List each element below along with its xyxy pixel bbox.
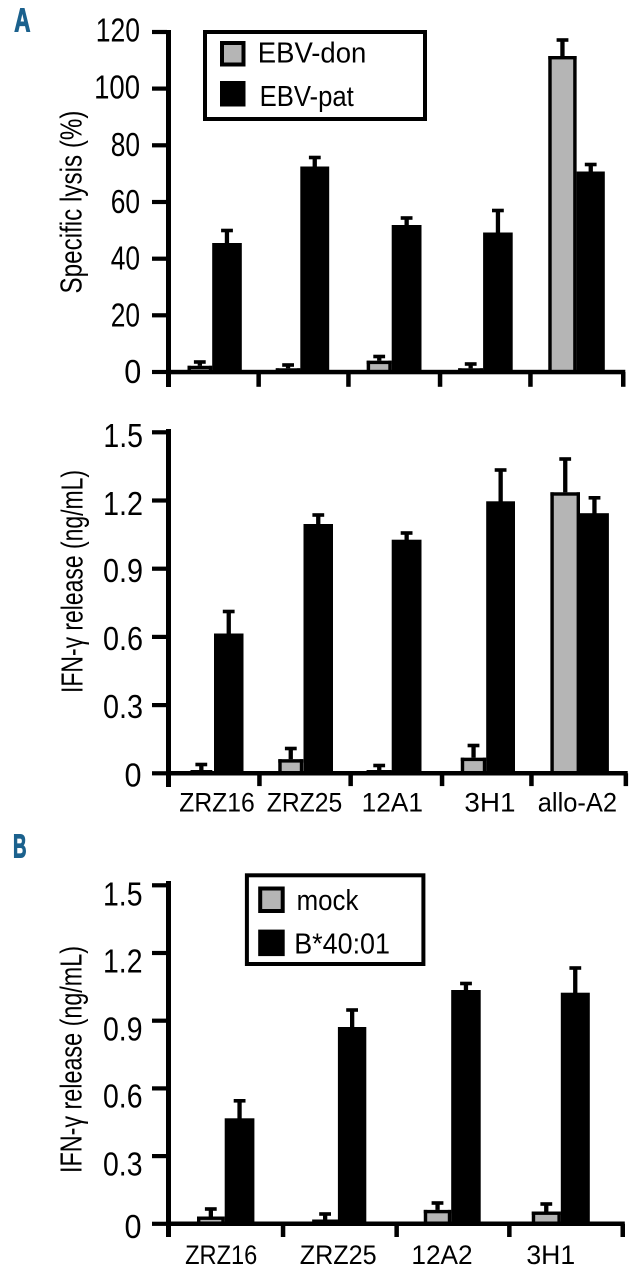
svg-text:0.9: 0.9: [103, 1011, 143, 1048]
svg-text:EBV-don: EBV-don: [258, 38, 367, 70]
svg-text:B: B: [13, 828, 27, 865]
svg-text:mock: mock: [297, 885, 359, 917]
svg-text:IFN-γ release (ng/mL): IFN-γ release (ng/mL): [55, 470, 90, 693]
svg-text:40: 40: [111, 240, 140, 277]
svg-text:A: A: [14, 2, 30, 39]
svg-text:120: 120: [96, 12, 140, 49]
svg-text:0.3: 0.3: [103, 1146, 143, 1183]
svg-text:ZRZ16: ZRZ16: [179, 788, 255, 818]
svg-text:EBV-pat: EBV-pat: [260, 81, 354, 113]
svg-text:3H1: 3H1: [464, 788, 515, 818]
svg-text:0.9: 0.9: [103, 552, 143, 589]
svg-text:80: 80: [111, 126, 140, 163]
svg-text:0: 0: [125, 1208, 142, 1245]
svg-text:20: 20: [111, 296, 140, 333]
svg-text:IFN-γ release (ng/mL): IFN-γ release (ng/mL): [54, 946, 89, 1173]
svg-text:12A2: 12A2: [411, 1240, 472, 1270]
svg-text:60: 60: [111, 183, 140, 220]
svg-text:0: 0: [125, 756, 142, 793]
svg-text:100: 100: [94, 69, 140, 106]
svg-text:1.5: 1.5: [103, 417, 143, 454]
svg-text:B*40:01: B*40:01: [294, 929, 390, 961]
svg-text:1.2: 1.2: [103, 943, 143, 980]
svg-text:allo-A2: allo-A2: [538, 788, 617, 818]
svg-text:12A1: 12A1: [362, 788, 423, 818]
svg-text:1.5: 1.5: [103, 876, 143, 913]
svg-text:0: 0: [124, 353, 141, 390]
svg-text:0.3: 0.3: [103, 688, 143, 725]
svg-text:1.2: 1.2: [103, 485, 143, 522]
svg-text:0.6: 0.6: [103, 1078, 143, 1115]
svg-text:0.6: 0.6: [103, 620, 143, 657]
svg-text:3H1: 3H1: [526, 1240, 575, 1270]
svg-text:ZRZ25: ZRZ25: [300, 1240, 377, 1270]
svg-text:ZRZ25: ZRZ25: [267, 788, 343, 818]
svg-text:Specific lysis (%): Specific lysis (%): [54, 111, 89, 294]
svg-text:ZRZ16: ZRZ16: [185, 1240, 257, 1270]
